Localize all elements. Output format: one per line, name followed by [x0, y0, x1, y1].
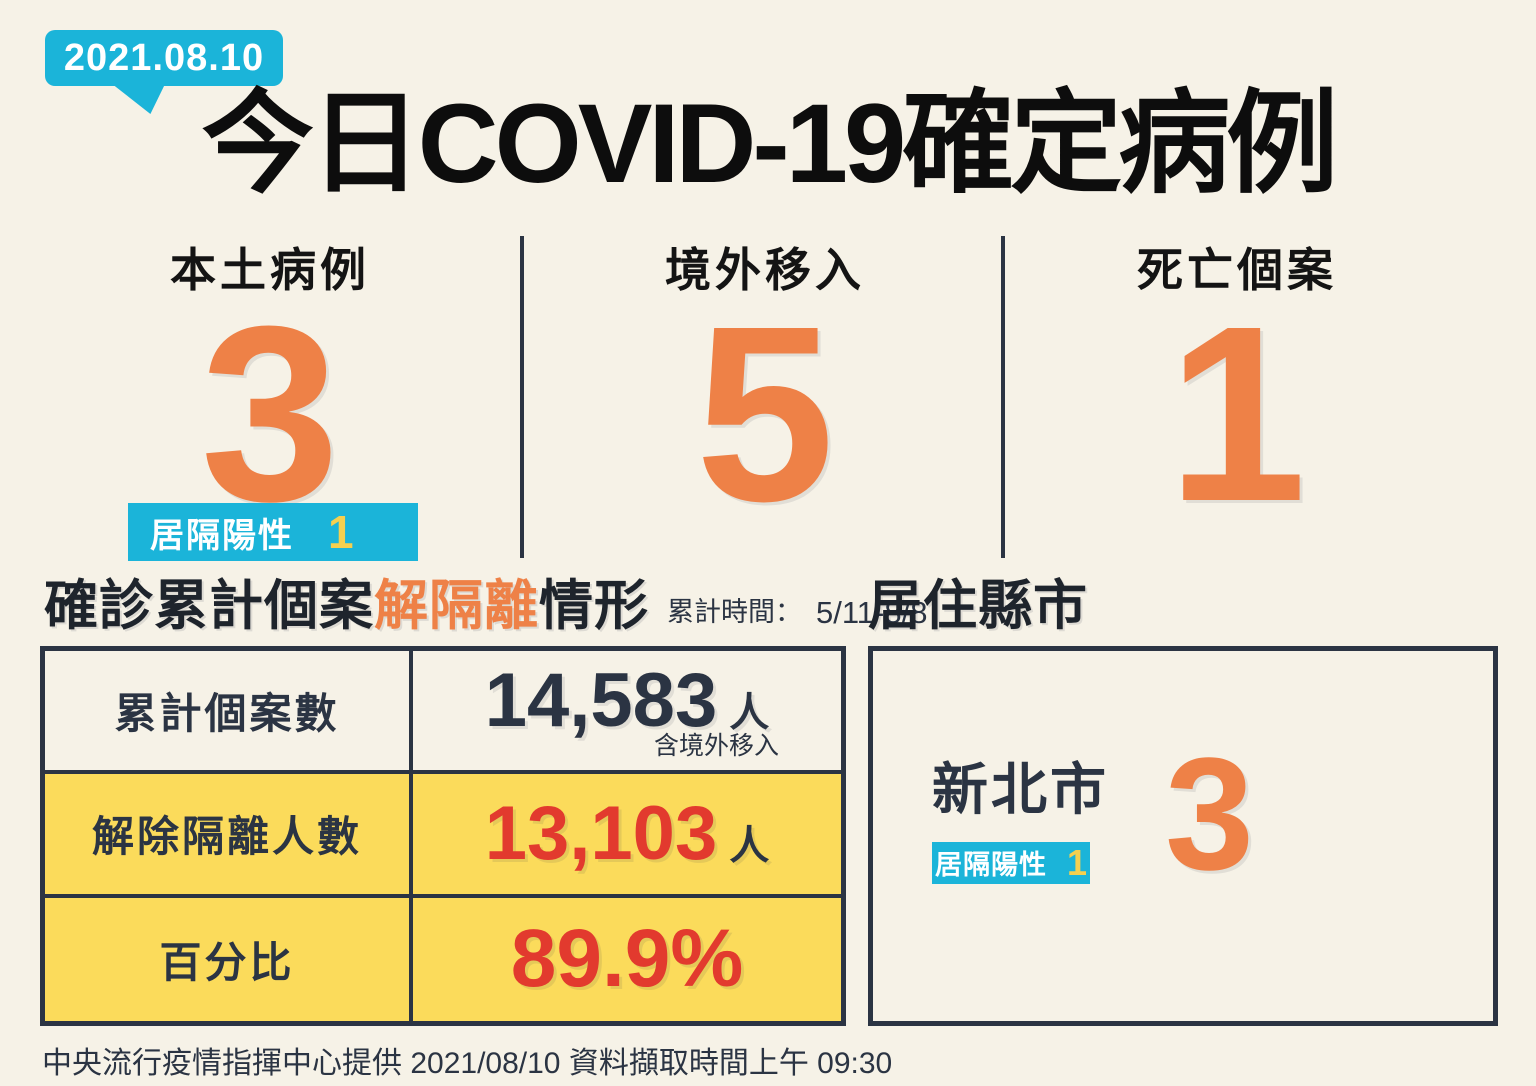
stat-local-label: 本土病例: [170, 244, 370, 296]
footer-source-text: 中央流行疫情指揮中心提供 2021/08/10 資料擷取時間上午 09:30: [42, 1047, 893, 1080]
stat-death-label: 死亡個案: [1137, 244, 1337, 296]
residence-case-count: 3: [1165, 724, 1254, 903]
stat-imported-value: 5: [695, 274, 835, 553]
stat-imported-label: 境外移入: [665, 244, 865, 296]
residence-title: 居住縣市: [868, 576, 1088, 636]
stat-imported-cases: 境外移入 5: [545, 234, 985, 553]
stat-death-value: 1: [1167, 274, 1307, 553]
table-row-label-percentage: 百分比: [45, 897, 413, 1021]
table-row-value-cumulative: 14,583 人 含境外移入: [413, 651, 841, 775]
quarantine-badge-label: 居隔陽性: [150, 516, 294, 555]
column-divider: [520, 236, 524, 558]
period-label: 累計時間：: [667, 596, 802, 627]
period-value: 5/11-8/8: [816, 594, 928, 630]
table-row-label-cumulative: 累計個案數: [45, 651, 413, 775]
isolation-title-prefix: 確診累計個案: [44, 576, 374, 636]
residence-section-header: 居住縣市: [868, 574, 1088, 639]
residence-city-block: 新北市 居隔陽性 1: [932, 745, 1109, 884]
residence-quarantine-badge: 居隔陽性 1: [932, 841, 1090, 884]
isolation-section-header: 確診累計個案 解隔離 情形 累計時間： 5/11-8/8: [44, 574, 927, 639]
date-badge-text: 2021.08.10: [63, 36, 265, 79]
cumulative-note: 含境外移入: [653, 732, 779, 761]
percentage-value: 89.9%: [510, 913, 744, 1005]
isolation-title-highlight: 解隔離: [374, 576, 539, 636]
stat-death-cases: 死亡個案 1: [1017, 234, 1457, 553]
residence-badge-value: 1: [1066, 841, 1088, 883]
date-badge: 2021.08.10: [45, 30, 283, 86]
isolation-table: 累計個案數 14,583 人 含境外移入 解除隔離人數 13,103 人 百分比 8…: [40, 646, 846, 1026]
page-title: 今日COVID-19確定病例: [201, 81, 1339, 206]
stat-local-value: 3: [200, 274, 340, 553]
stat-local-cases: 本土病例 3: [40, 234, 500, 553]
table-row-label-released: 解除隔離人數: [45, 774, 413, 898]
quarantine-badge-value: 1: [328, 506, 354, 558]
residence-panel: 新北市 居隔陽性 1 3: [868, 646, 1498, 1026]
residence-city-name: 新北市: [932, 757, 1109, 821]
residence-badge-label: 居隔陽性: [934, 850, 1047, 880]
cumulative-value: 14,583 人: [484, 658, 770, 744]
table-row-value-released: 13,103 人: [413, 774, 841, 898]
residence-panel-content: 新北市 居隔陽性 1 3: [932, 724, 1254, 903]
released-value: 13,103 人: [484, 791, 770, 877]
column-divider: [1001, 236, 1005, 558]
isolation-title-suffix: 情形: [539, 576, 649, 636]
quarantine-positive-badge: 居隔陽性 1: [128, 503, 418, 561]
table-row-value-percentage: 89.9%: [413, 897, 841, 1021]
